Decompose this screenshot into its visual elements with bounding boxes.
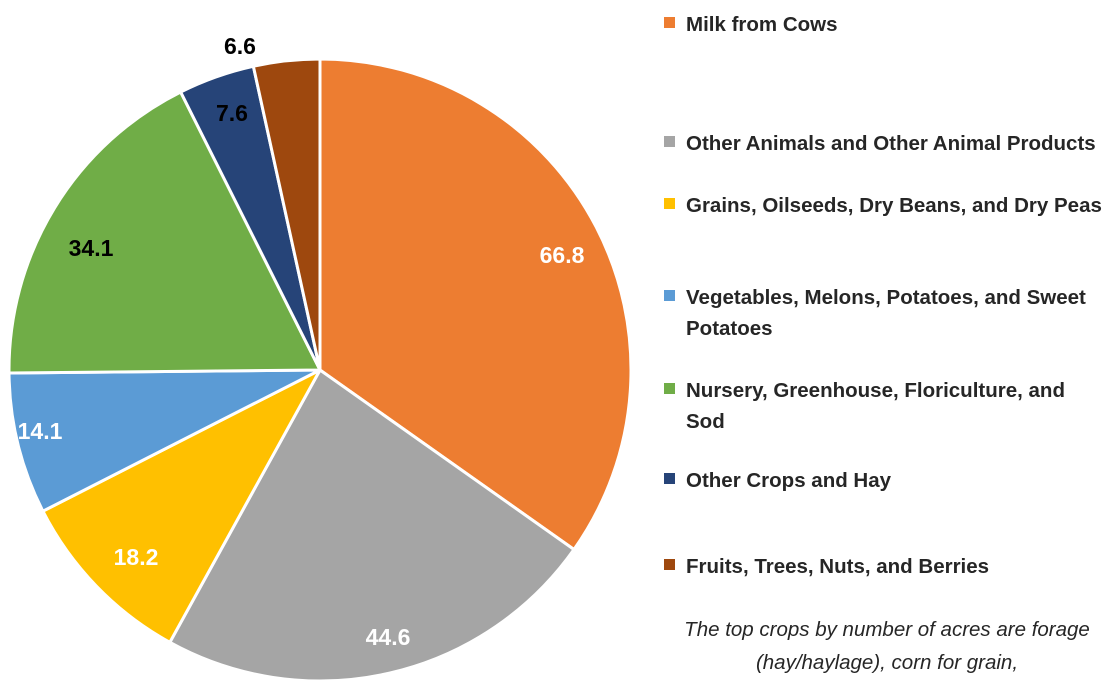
legend-label: Other Crops and Hay (686, 465, 1104, 496)
legend-item-vegetables[interactable]: Vegetables, Melons, Potatoes, and Sweet … (664, 282, 1104, 344)
data-label-nursery: 34.1 (69, 235, 114, 261)
data-label-other-crops: 7.6 (216, 100, 248, 126)
data-label-milk-from-cows: 66.8 (540, 242, 585, 268)
data-label-vegetables: 14.1 (18, 418, 63, 444)
legend-item-other-crops[interactable]: Other Crops and Hay (664, 465, 1104, 496)
pie-slices (9, 59, 631, 681)
legend-item-nursery[interactable]: Nursery, Greenhouse, Floriculture, and S… (664, 375, 1104, 437)
legend-swatch (664, 17, 675, 28)
data-label-grains: 18.2 (114, 544, 159, 570)
data-label-other-animals: 44.6 (366, 624, 411, 650)
legend-swatch (664, 559, 675, 570)
legend-swatch (664, 473, 675, 484)
legend-swatch (664, 383, 675, 394)
legend-label: Fruits, Trees, Nuts, and Berries (686, 551, 1104, 582)
legend-item-fruits[interactable]: Fruits, Trees, Nuts, and Berries (664, 551, 1104, 582)
legend-item-milk-from-cows[interactable]: Milk from Cows (664, 9, 1104, 40)
legend-label: Milk from Cows (686, 9, 1104, 40)
legend-item-grains[interactable]: Grains, Oilseeds, Dry Beans, and Dry Pea… (664, 190, 1104, 221)
legend-label: Nursery, Greenhouse, Floriculture, and S… (686, 375, 1104, 437)
legend-swatch (664, 136, 675, 147)
legend-label: Grains, Oilseeds, Dry Beans, and Dry Pea… (686, 190, 1104, 221)
legend-swatch (664, 290, 675, 301)
chart-note: The top crops by number of acres are for… (667, 613, 1107, 679)
legend-swatch (664, 198, 675, 209)
legend-label: Vegetables, Melons, Potatoes, and Sweet … (686, 282, 1104, 344)
legend-label: Other Animals and Other Animal Products (686, 128, 1104, 159)
legend-item-other-animals[interactable]: Other Animals and Other Animal Products (664, 128, 1104, 159)
pie-chart: 66.8 44.6 18.2 14.1 34.1 7.6 6.6 (0, 0, 660, 681)
data-label-fruits: 6.6 (224, 33, 256, 59)
